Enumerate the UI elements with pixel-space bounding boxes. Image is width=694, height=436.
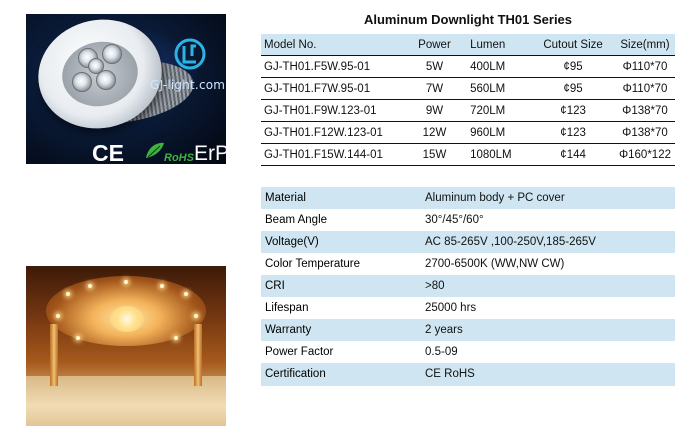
cell-lumen: 1080LM <box>462 143 532 166</box>
chandelier <box>110 306 144 332</box>
header-size: Size(mm) <box>614 34 675 56</box>
property-row: CRI >80 <box>261 275 675 297</box>
property-value: AC 85-265V ,100-250V,185-265V <box>421 231 675 253</box>
downlight-dot <box>88 284 92 288</box>
spec-table-title: Aluminum Downlight TH01 Series <box>363 12 573 27</box>
led-lens <box>96 70 116 90</box>
table-row: GJ-TH01.F15W.144-01 15W 1080LM ¢144 Φ160… <box>261 143 675 166</box>
property-label: Beam Angle <box>265 214 328 226</box>
property-label: Certification <box>261 363 421 386</box>
cell-power: 12W <box>406 121 463 144</box>
property-label: Warranty <box>261 319 421 341</box>
led-lens <box>102 44 122 64</box>
cell-model: GJ-TH01.F9W.123-01 <box>261 99 407 122</box>
table-row: GJ-TH01.F7W.95-01 7W 560LM ¢95 Φ110*70 <box>261 77 675 100</box>
property-label: Material <box>261 187 421 209</box>
property-row: Voltage(V) AC 85-265V ,100-250V,185-265V <box>261 231 675 253</box>
cell-size: Φ138*70 <box>614 99 675 122</box>
property-value: CE RoHS <box>421 363 675 386</box>
downlight-dot <box>174 336 178 340</box>
cell-lumen: 960LM <box>462 121 532 144</box>
properties-table: Material Aluminum body + PC cover Beam A… <box>261 187 675 386</box>
cell-cutout: ¢144 <box>531 143 615 166</box>
downlight-dot <box>56 314 60 318</box>
cell-cutout: ¢95 <box>531 55 615 78</box>
downlight-dot <box>76 336 80 340</box>
product-image: GJ-light.com CE RoHS ErP <box>26 14 226 164</box>
header-lumen: Lumen <box>462 34 532 56</box>
property-row: Beam Angle 30°/45°/60° <box>261 209 675 231</box>
pillar <box>50 324 58 386</box>
rohs-leaf-icon <box>146 142 164 158</box>
led-lens <box>72 72 92 92</box>
downlight-dot <box>66 292 70 296</box>
cell-cutout: ¢123 <box>531 99 615 122</box>
property-label: Lifespan <box>265 302 309 314</box>
pillar <box>194 324 202 386</box>
ce-mark: CE <box>92 140 124 164</box>
cell-power: 5W <box>406 55 463 78</box>
cell-lumen: 400LM <box>462 55 532 78</box>
header-cutout: Cutout Size <box>531 34 615 56</box>
brand-url: GJ-light.com <box>150 78 226 92</box>
cell-size: Φ110*70 <box>614 77 675 100</box>
property-value: Aluminum body + PC cover <box>421 187 675 209</box>
property-value: 2 years <box>421 319 675 341</box>
downlight-dot <box>184 292 188 296</box>
property-row: Lifespan 25000 hrs <box>261 297 675 319</box>
property-row: Material Aluminum body + PC cover <box>261 187 675 209</box>
cell-power: 7W <box>406 77 463 100</box>
gj-logo-icon <box>174 38 206 70</box>
cell-model: GJ-TH01.F5W.95-01 <box>261 55 407 78</box>
property-row: Color Temperature 2700-6500K (WW,NW CW) <box>261 253 675 275</box>
property-label: Color Temperature <box>265 258 361 270</box>
property-label: Voltage(V) <box>261 231 421 253</box>
cell-cutout: ¢95 <box>531 77 615 100</box>
led-lens <box>88 58 104 74</box>
cell-power: 15W <box>406 143 463 166</box>
header-power: Power <box>406 34 463 56</box>
erp-mark: ErP <box>194 142 226 164</box>
spec-table-header: Model No. Power Lumen Cutout Size Size(m… <box>261 34 675 56</box>
cell-model: GJ-TH01.F15W.144-01 <box>261 143 407 166</box>
cell-lumen: 560LM <box>462 77 532 100</box>
spec-table: Model No. Power Lumen Cutout Size Size(m… <box>261 34 675 166</box>
application-photo <box>26 266 226 426</box>
downlight-dot <box>194 314 198 318</box>
cell-size: Φ160*122 <box>614 143 675 166</box>
cell-size: Φ138*70 <box>614 121 675 144</box>
table-row: GJ-TH01.F5W.95-01 5W 400LM ¢95 Φ110*70 <box>261 55 675 78</box>
property-label: Power Factor <box>265 346 334 358</box>
cell-size: Φ110*70 <box>614 55 675 78</box>
header-model: Model No. <box>261 34 407 56</box>
cell-model: GJ-TH01.F12W.123-01 <box>261 121 407 144</box>
property-value: >80 <box>421 275 675 297</box>
downlight-dot <box>124 280 128 284</box>
cell-power: 9W <box>406 99 463 122</box>
marble-floor <box>26 376 226 426</box>
downlight-dot <box>160 284 164 288</box>
property-label: CRI <box>261 275 421 297</box>
cell-cutout: ¢123 <box>531 121 615 144</box>
cell-lumen: 720LM <box>462 99 532 122</box>
property-row: Warranty 2 years <box>261 319 675 341</box>
property-value: 30°/45°/60° <box>425 214 484 226</box>
property-row: Power Factor 0.5-09 <box>261 341 675 363</box>
property-value: 2700-6500K (WW,NW CW) <box>425 258 565 270</box>
property-value: 0.5-09 <box>425 346 458 358</box>
table-row: GJ-TH01.F12W.123-01 12W 960LM ¢123 Φ138*… <box>261 121 675 144</box>
rohs-mark: RoHS <box>164 152 194 164</box>
table-row: GJ-TH01.F9W.123-01 9W 720LM ¢123 Φ138*70 <box>261 99 675 122</box>
cell-model: GJ-TH01.F7W.95-01 <box>261 77 407 100</box>
property-row: Certification CE RoHS <box>261 363 675 386</box>
property-value: 25000 hrs <box>425 302 477 314</box>
